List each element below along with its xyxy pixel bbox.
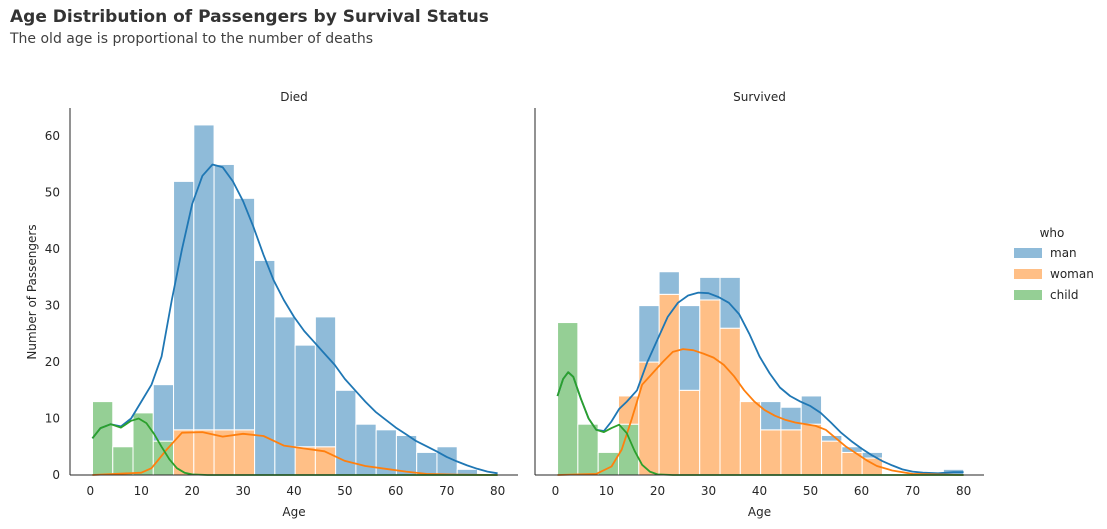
bar-man-10 xyxy=(760,401,782,431)
legend-label-man: man xyxy=(1050,246,1077,260)
x-tick-label: 40 xyxy=(286,484,301,498)
x-tick-label: 30 xyxy=(235,484,250,498)
kde-line-man xyxy=(556,291,964,475)
bar-woman-5 xyxy=(193,429,215,476)
bar-woman-7 xyxy=(699,299,721,476)
kde-line-child xyxy=(556,371,964,476)
bar-woman-7 xyxy=(233,429,256,476)
bar-woman-12 xyxy=(800,423,823,476)
chart-subtitle: The old age is proportional to the numbe… xyxy=(10,31,373,47)
bar-man-6 xyxy=(213,163,235,431)
x-tick-label: 80 xyxy=(956,484,971,498)
bar-child-1 xyxy=(577,423,599,476)
y-axis-label: Number of Passengers xyxy=(25,224,39,359)
y-tick-label: 0 xyxy=(52,468,60,482)
bars-man xyxy=(638,271,965,476)
x-tick-label: 20 xyxy=(650,484,665,498)
bar-man-4 xyxy=(173,180,195,431)
bar-woman-10 xyxy=(294,446,316,476)
bar-child-0 xyxy=(92,401,114,476)
x-axis-label: Age xyxy=(282,505,305,519)
x-tick-label: 0 xyxy=(87,484,95,498)
kde-line-woman xyxy=(92,431,498,476)
bar-woman-6 xyxy=(678,389,701,476)
legend-label-child: child xyxy=(1050,288,1079,302)
x-tick-label: 20 xyxy=(185,484,200,498)
kde-line-child xyxy=(91,417,498,476)
bar-man-7 xyxy=(233,197,256,431)
bar-child-1 xyxy=(112,446,134,476)
bars-woman xyxy=(617,293,883,476)
bar-man-3 xyxy=(152,384,175,442)
x-tick-label: 70 xyxy=(905,484,920,498)
bar-man-8 xyxy=(254,259,276,476)
x-tick-label: 10 xyxy=(134,484,149,498)
chart-title: Age Distribution of Passengers by Surviv… xyxy=(10,7,489,27)
bar-woman-13 xyxy=(821,440,843,476)
bar-woman-8 xyxy=(719,327,741,476)
bar-man-11 xyxy=(314,316,337,448)
x-tick-label: 50 xyxy=(803,484,818,498)
bar-woman-9 xyxy=(739,401,762,476)
legend-title: who xyxy=(1040,226,1065,240)
x-axis-label: Age xyxy=(748,505,771,519)
y-tick-label: 60 xyxy=(45,129,60,143)
bar-man-6 xyxy=(678,305,701,391)
y-tick-label: 20 xyxy=(45,355,60,369)
bar-man-5 xyxy=(658,271,680,295)
bar-man-8 xyxy=(719,276,741,329)
bar-woman-5 xyxy=(658,293,680,476)
panel-survived: Survived 0 10 20 30 40 50 60 70 80 Age xyxy=(534,90,984,519)
x-tick-label: 80 xyxy=(490,484,505,498)
x-tick-label: 50 xyxy=(337,484,352,498)
legend-swatch-woman xyxy=(1014,269,1042,279)
y-tick-label: 40 xyxy=(45,242,60,256)
bar-child-0 xyxy=(557,322,579,476)
y-tick-label: 10 xyxy=(45,412,60,426)
bars-child xyxy=(557,322,640,476)
x-tick-label: 0 xyxy=(552,484,560,498)
x-tick-label: 60 xyxy=(854,484,869,498)
legend-label-woman: woman xyxy=(1050,267,1094,281)
bar-woman-11 xyxy=(780,429,802,476)
legend-swatch-child xyxy=(1014,290,1042,300)
facet-title-died: Died xyxy=(280,90,308,104)
bar-man-5 xyxy=(193,124,215,431)
y-tick-label: 30 xyxy=(45,299,60,313)
kde-line-man xyxy=(91,163,498,475)
bar-man-15 xyxy=(395,434,418,476)
x-tick-label: 60 xyxy=(388,484,403,498)
bar-woman-10 xyxy=(760,429,782,476)
x-tick-label: 30 xyxy=(701,484,716,498)
x-tick-label: 40 xyxy=(752,484,767,498)
bar-man-4 xyxy=(638,305,660,363)
legend-swatch-man xyxy=(1014,248,1042,258)
facet-title-survived: Survived xyxy=(733,90,786,104)
legend: who man woman child xyxy=(1014,226,1094,302)
bar-man-16 xyxy=(416,451,438,476)
bar-man-9 xyxy=(274,316,296,476)
y-tick-label: 50 xyxy=(45,186,60,200)
panel-died: Died 0 10 20 30 40 50 60 70 80 Age 0 10 20 30 40 50 60 xyxy=(45,90,518,519)
bar-man-10 xyxy=(294,344,316,448)
bars-man xyxy=(152,124,478,476)
kde-line-woman xyxy=(557,348,964,476)
x-tick-label: 10 xyxy=(599,484,614,498)
bar-man-12 xyxy=(800,395,823,425)
bars-woman xyxy=(173,429,337,476)
x-tick-label: 70 xyxy=(439,484,454,498)
